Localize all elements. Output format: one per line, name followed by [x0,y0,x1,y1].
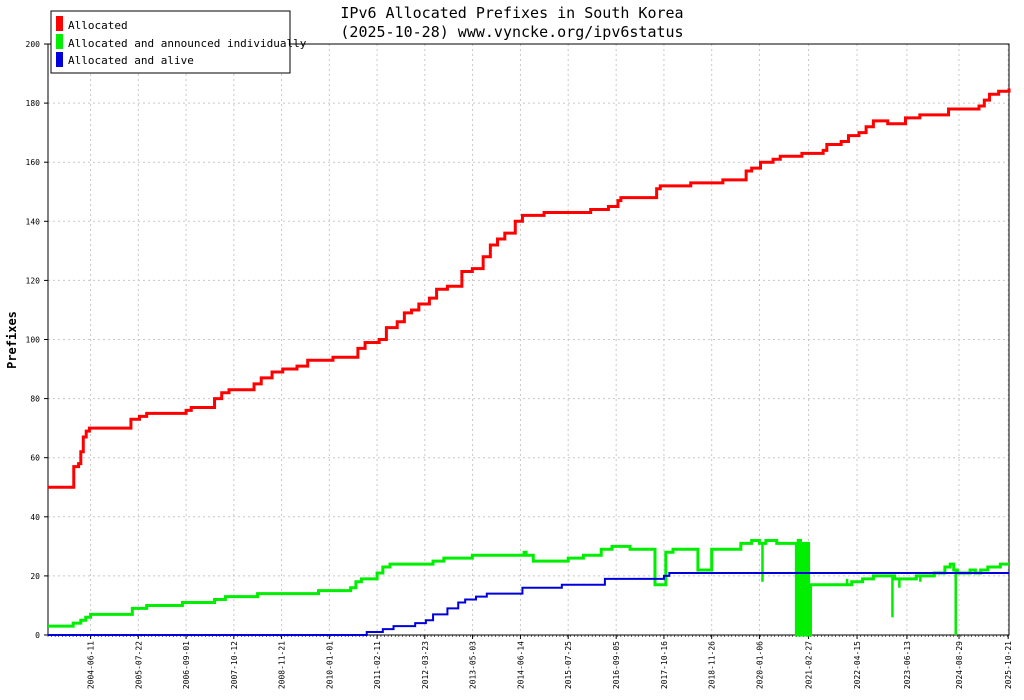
series-allocated-line [48,88,1011,489]
y-tick-label: 60 [30,454,40,463]
y-tick-label: 180 [26,99,41,108]
y-tick-label: 100 [26,336,41,345]
legend-label-allocated: Allocated [68,19,128,32]
y-axis-label: Prefixes [5,311,19,369]
x-tick-label: 2010-01-01 [325,641,334,689]
series-alive-line [48,571,1009,636]
y-tick-label: 80 [30,395,40,404]
y-tick-label: 160 [26,158,41,167]
x-tick-label: 2004-06-11 [87,641,96,689]
x-tick-label: 2005-07-22 [134,641,143,689]
x-tick-label: 2017-10-16 [660,641,669,689]
axis-layer [44,43,1010,639]
x-tick-label: 2015-07-25 [564,641,573,689]
y-tick-label: 40 [30,513,40,522]
chart-subtitle: (2025-10-28) www.vyncke.org/ipv6status [340,23,683,41]
x-tick-label: 2020-01-06 [755,641,764,689]
x-tick-label: 2018-11-26 [708,641,717,689]
y-tick-label: 120 [26,276,41,285]
legend-label-announced: Allocated and announced individually [68,37,307,50]
x-tick-label: 2011-02-11 [373,641,382,689]
x-tick-label: 2016-09-05 [612,641,621,689]
y-tick-label: 200 [26,40,41,49]
chart-title: IPv6 Allocated Prefixes in South Korea [340,4,683,22]
legend-box [50,10,291,74]
y-tick-label: 20 [30,572,40,581]
x-tick-label: 2021-02-27 [805,641,814,689]
grid-layer [48,43,1009,635]
legend: Allocated Allocated and announced indivi… [50,10,307,74]
x-tick-label: 2008-11-21 [278,641,287,689]
legend-swatch-allocated [56,16,63,31]
legend-label-alive: Allocated and alive [68,54,194,67]
legend-swatch-alive [56,52,63,67]
x-tick-label: 2013-05-03 [469,641,478,689]
x-tick-label: 2012-03-23 [421,641,430,689]
legend-swatch-announced [56,34,63,49]
x-tick-label: 2025-10-21 [1004,641,1013,689]
y-tick-label: 140 [26,217,41,226]
x-tick-label: 2014-06-14 [516,641,525,689]
x-tick-label: 2007-10-12 [230,641,239,689]
label-layer: 0 20 40 60 80 100 120 140 160 180 200 2004-06-11 200… [26,40,1014,689]
series-announced-line [48,538,1009,637]
x-tick-label: 2006-09-01 [182,641,191,689]
y-tick-label: 0 [35,631,40,640]
plot-frame [47,43,1010,636]
x-tick-label: 2023-06-13 [903,641,912,689]
x-tick-label: 2024-08-29 [955,641,964,689]
x-tick-label: 2022-04-15 [853,641,862,689]
series-layer [48,88,1011,637]
